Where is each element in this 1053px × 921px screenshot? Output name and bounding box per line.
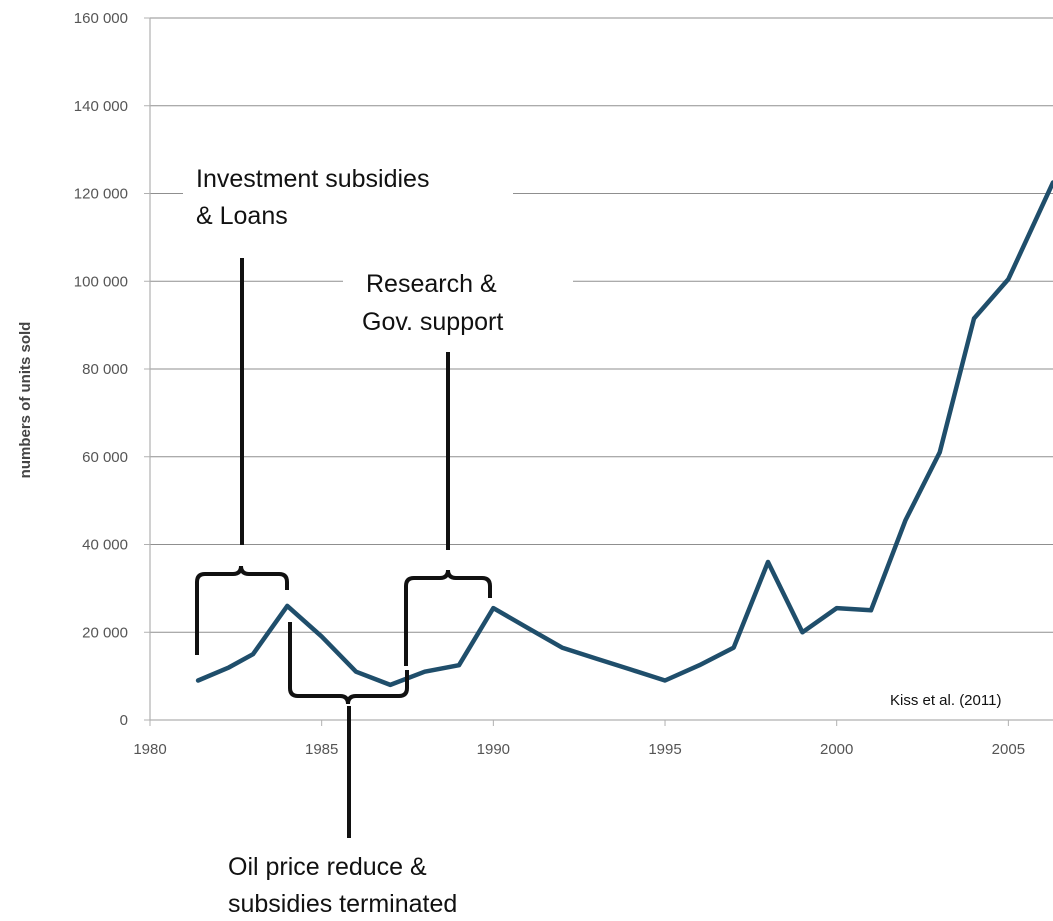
annotation-investment-line1: Investment subsidies	[196, 165, 429, 193]
bracket-research	[404, 569, 492, 666]
y-tick-label: 0	[120, 712, 128, 729]
x-tick-label: 1990	[477, 741, 510, 758]
y-tick-label: 100 000	[74, 273, 128, 290]
annotation-oil-line2: subsidies terminated	[228, 890, 457, 918]
source-credit: Kiss et al. (2011)	[890, 692, 1001, 709]
annotation-investment-line2: & Loans	[196, 202, 288, 230]
annotation-research-line2: Gov. support	[362, 308, 503, 336]
anno-research-bg	[343, 265, 573, 343]
series-group	[195, 180, 1053, 688]
y-tick-label: 160 000	[74, 10, 128, 27]
x-tick-label: 1980	[133, 741, 166, 758]
y-tick-label: 80 000	[82, 361, 128, 378]
gridlines	[144, 17, 1053, 726]
x-tick-labels: 1980 1985 1990 1995 2000 2005	[133, 741, 1025, 758]
annotation-brackets	[195, 258, 492, 838]
y-tick-label: 60 000	[82, 449, 128, 466]
axes	[149, 18, 1053, 721]
y-tick-label: 120 000	[74, 186, 128, 203]
bracket-oil	[288, 622, 409, 705]
x-tick-label: 1985	[305, 741, 338, 758]
bracket-investment	[195, 565, 289, 655]
y-tick-label: 40 000	[82, 537, 128, 554]
anno-investment-bg	[183, 162, 513, 238]
y-tick-label: 140 000	[74, 98, 128, 115]
x-tick-label: 1995	[648, 741, 681, 758]
y-tick-label: 20 000	[82, 624, 128, 641]
y-tick-labels: 0 20 000 40 000 60 000 80 000 100 000 120 000 1…	[74, 10, 128, 729]
x-tick-label: 2005	[992, 741, 1025, 758]
annotation-research-line1: Research &	[366, 270, 497, 298]
y-axis-label: numbers of units sold	[17, 322, 34, 479]
annotation-oil-line1: Oil price reduce &	[228, 853, 427, 881]
series-line	[195, 180, 1053, 688]
x-tick-label: 2000	[820, 741, 853, 758]
